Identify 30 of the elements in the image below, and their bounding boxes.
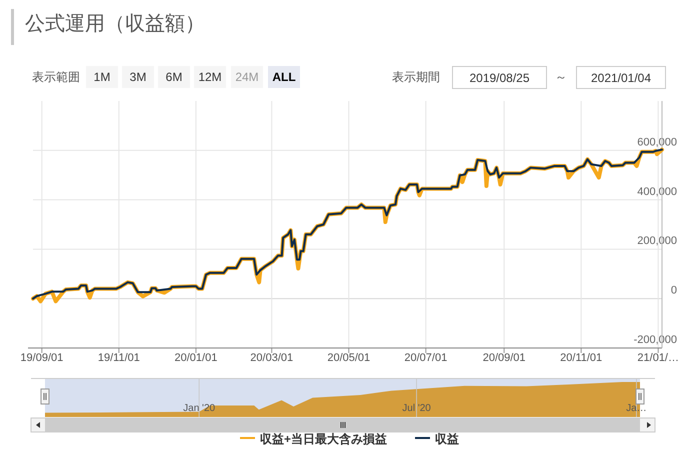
text: 2019/08/25	[469, 71, 530, 85]
legend-label: 収益	[435, 432, 460, 446]
x-tick-label: 20/07/01	[404, 352, 448, 364]
y-tick-label: 600,000	[637, 136, 677, 148]
text: 2021/01/04	[590, 71, 652, 85]
legend-label: 収益+当日最大含み損益	[260, 432, 388, 446]
x-tick-label: Jan '20	[183, 403, 216, 414]
x-tick-label: 20/03/01	[250, 352, 294, 364]
y-tick-label: 400,000	[637, 186, 677, 198]
text: 3M	[130, 70, 146, 84]
x-tick-label: 20/11/01	[560, 352, 602, 364]
x-tick-label: 21/01/…	[637, 352, 680, 364]
text: 12M	[198, 70, 222, 84]
x-tick-label: 19/11/01	[98, 352, 140, 364]
y-tick-label: -200,000	[634, 334, 677, 346]
text: ～	[555, 70, 567, 84]
text: 1M	[94, 70, 110, 84]
x-tick-label: Jul '20	[402, 403, 432, 414]
x-tick-label: 20/01/01	[174, 352, 218, 364]
x-tick-label: 19/09/01	[20, 352, 64, 364]
y-tick-label: 200,000	[637, 235, 677, 248]
text: ALL	[272, 70, 296, 84]
y-tick-label: 0	[670, 284, 677, 297]
chart-title: 公式運用（収益額）	[25, 13, 205, 35]
text: 表示範囲	[32, 70, 80, 84]
text: 表示期間	[392, 70, 440, 84]
x-tick-label: 20/09/01	[482, 352, 526, 364]
text: 6M	[166, 70, 182, 84]
x-tick-label: 20/05/01	[327, 352, 370, 364]
text: 24M	[235, 70, 259, 84]
